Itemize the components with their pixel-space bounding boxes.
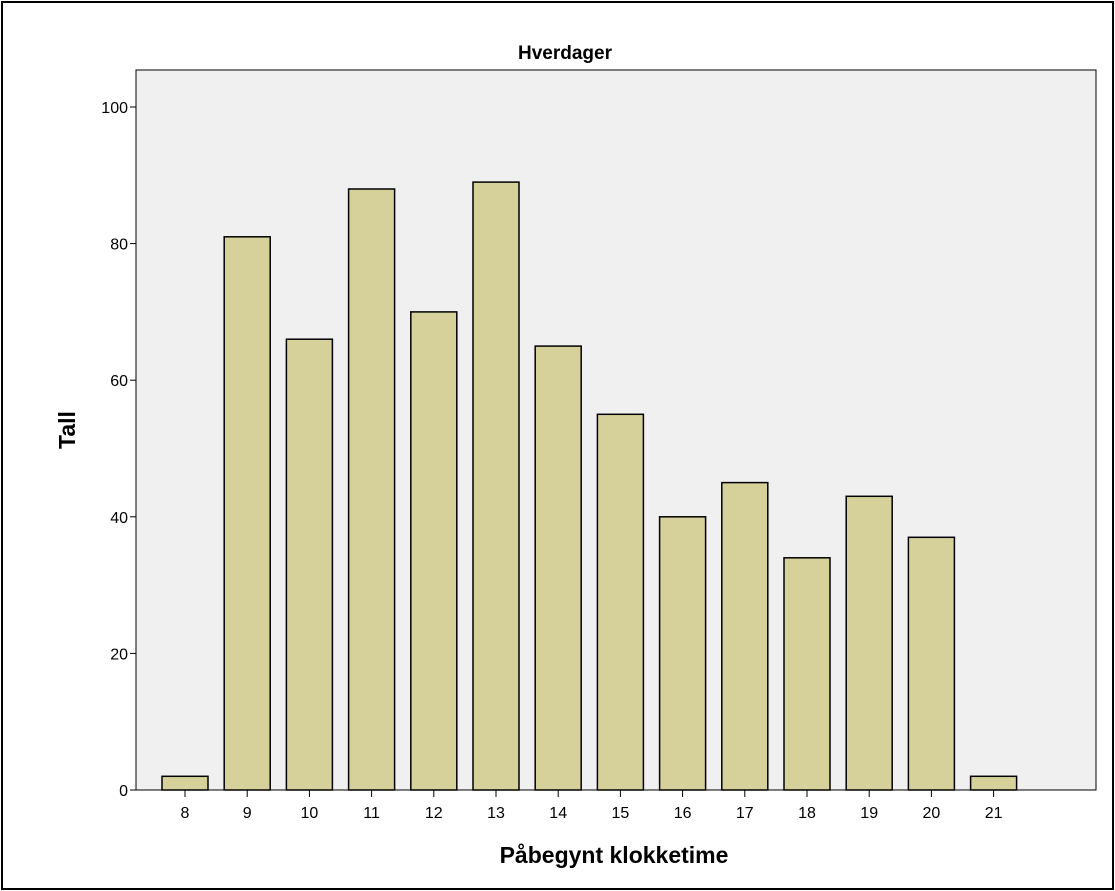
x-tick-label: 13 [487,805,505,822]
y-tick-label: 100 [101,100,128,117]
y-tick-label: 80 [110,237,128,254]
y-tick-label: 40 [110,510,128,527]
x-axis-title: Påbegynt klokketime [500,842,729,868]
bar-16 [658,516,707,791]
x-axis: 8 9 10 11 12 13 14 15 16 17 18 19 20 21 [181,790,1003,822]
x-tick-label: 9 [243,805,252,822]
bar-21 [969,775,1018,791]
bar-20 [907,536,956,791]
x-tick-label: 10 [301,805,319,822]
bar-18 [783,557,831,791]
bar-8 [161,775,209,791]
y-axis-title: Tall [54,411,80,449]
bar-17 [721,481,769,791]
bar-11 [347,188,396,791]
x-tick-label: 14 [549,805,567,822]
x-tick-label: 17 [736,805,754,822]
x-tick-label: 11 [363,805,380,822]
x-tick-label: 12 [425,805,443,822]
x-tick-label: 8 [181,805,190,822]
bars-layer [161,181,1018,791]
x-tick-label: 21 [985,805,1003,822]
x-tick-label: 16 [674,805,692,822]
y-axis: 0 20 40 60 80 100 [101,70,137,800]
bar-13 [472,181,520,791]
bar-10 [285,338,334,791]
x-tick-label: 20 [923,805,941,822]
x-tick-label: 18 [798,805,816,822]
bar-15 [596,413,645,791]
x-tick-label: 15 [612,805,630,822]
bar-9 [223,236,271,791]
y-tick-label: 60 [110,373,128,390]
chart-title: Hverdager [518,43,613,64]
bar-14 [534,345,582,791]
y-tick-label: 20 [110,646,128,663]
y-tick-label: 0 [119,783,128,800]
x-tick-label: 19 [860,805,878,822]
bar-19 [845,495,893,791]
bar-12 [410,311,458,791]
